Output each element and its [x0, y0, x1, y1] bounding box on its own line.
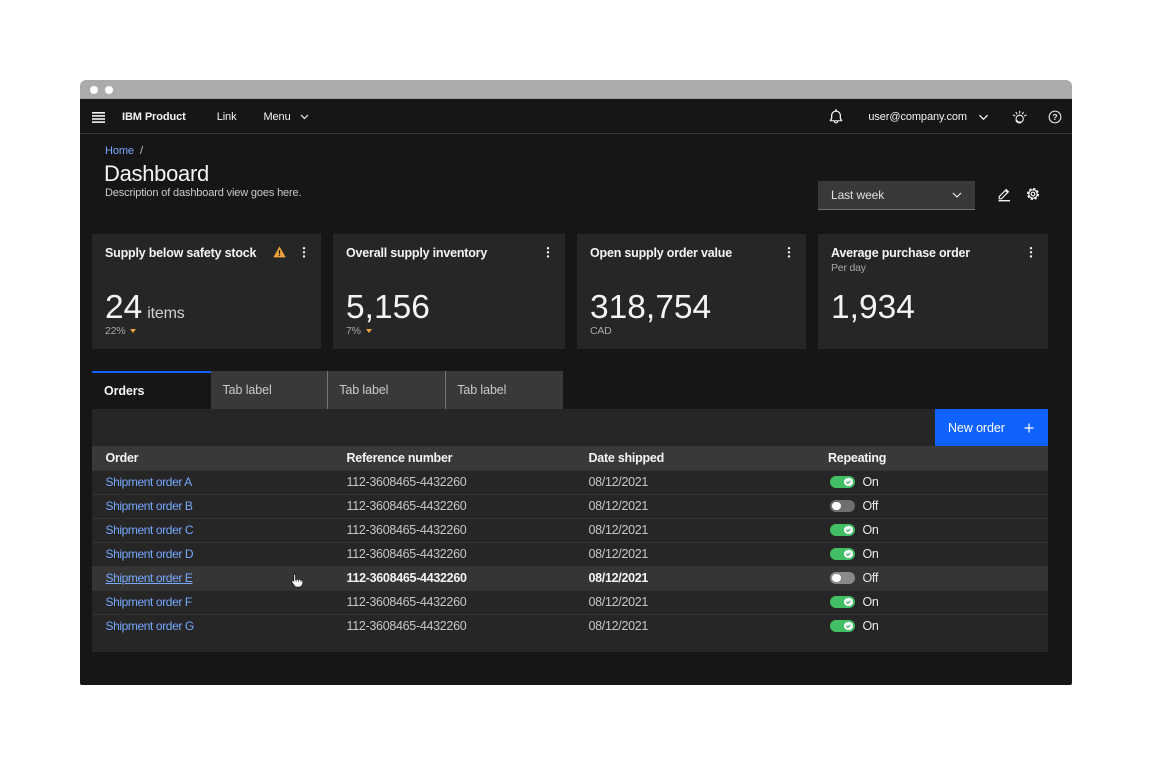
svg-text:?: ?: [1052, 112, 1057, 122]
